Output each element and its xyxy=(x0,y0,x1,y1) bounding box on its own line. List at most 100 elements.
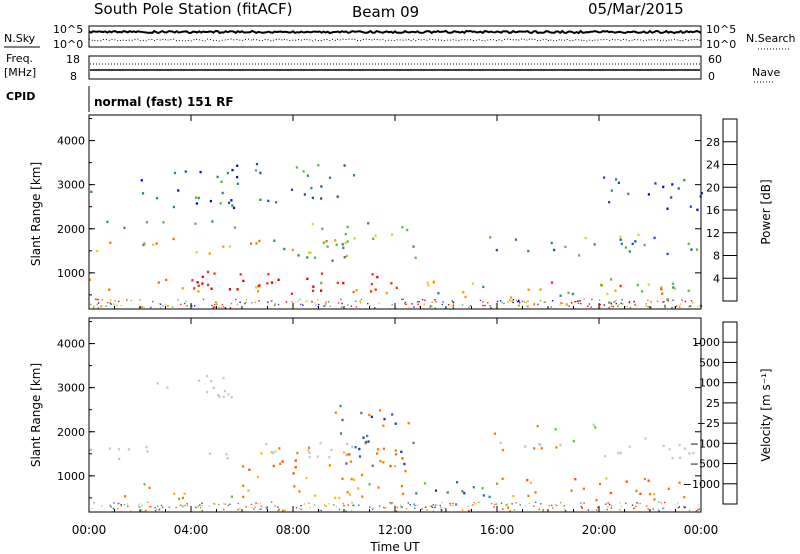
heatmap-cell xyxy=(343,451,346,454)
heatmap-cell xyxy=(257,290,260,293)
heatmap-cell xyxy=(551,504,553,507)
heatmap-cell xyxy=(697,305,699,307)
heatmap-cell xyxy=(537,303,539,306)
heatmap-cell xyxy=(193,287,196,290)
heatmap-cell xyxy=(495,306,498,308)
heatmap-cell xyxy=(321,227,324,230)
heatmap-cell xyxy=(494,503,496,506)
xtick-label: 20:00 xyxy=(582,523,617,537)
ytick-label: 3000 xyxy=(57,382,85,395)
heatmap-cell xyxy=(656,300,659,303)
heatmap-cell xyxy=(261,506,264,508)
heatmap-cell xyxy=(258,508,260,511)
heatmap-cell xyxy=(633,507,635,510)
heatmap-cell xyxy=(155,242,158,245)
heatmap-cell xyxy=(628,301,630,304)
heatmap-cell xyxy=(440,506,442,509)
heatmap-cell xyxy=(533,505,535,507)
heatmap-cell xyxy=(118,502,121,504)
heatmap-cell xyxy=(290,188,294,191)
heatmap-cell xyxy=(484,304,486,307)
heatmap-cell xyxy=(489,305,491,307)
heatmap-cell xyxy=(202,298,205,301)
heatmap-cell xyxy=(605,503,607,505)
heatmap-cell xyxy=(320,272,324,275)
heatmap-cell xyxy=(698,508,701,510)
heatmap-cell xyxy=(570,489,573,492)
heatmap-cell xyxy=(140,306,142,308)
heatmap-cell xyxy=(396,506,398,509)
heatmap-cell xyxy=(631,242,634,246)
heatmap-cell xyxy=(437,292,440,295)
heatmap-cell xyxy=(552,507,554,509)
heatmap-cell xyxy=(535,501,537,503)
heatmap-cell xyxy=(471,504,473,507)
heatmap-cell xyxy=(175,506,177,509)
ytick-label: 2000 xyxy=(57,426,85,439)
heatmap-cell xyxy=(294,459,297,462)
heatmap-cell xyxy=(559,294,562,297)
heatmap-cell xyxy=(468,510,470,512)
heatmap-cell xyxy=(350,305,352,307)
heatmap-cell xyxy=(348,493,351,496)
heatmap-cell xyxy=(434,506,436,509)
heatmap-cell xyxy=(495,248,498,252)
heatmap-cell xyxy=(467,505,469,507)
power-colorbar-label: Power [dB] xyxy=(759,179,773,244)
heatmap-cell xyxy=(599,306,601,308)
heatmap-cell xyxy=(418,301,420,303)
heatmap-cell xyxy=(619,509,621,511)
heatmap-cell xyxy=(615,178,618,181)
heatmap-cell xyxy=(324,504,326,506)
heatmap-cell xyxy=(610,507,613,509)
heatmap-cell xyxy=(478,501,480,504)
heatmap-cell xyxy=(96,249,99,253)
heatmap-cell xyxy=(367,222,370,225)
heatmap-cell xyxy=(612,305,614,308)
heatmap-cell xyxy=(663,301,665,303)
heatmap-cell xyxy=(284,509,286,512)
freq-panel: Freq. [MHz] 18 8 60 0 Nave xyxy=(4,52,780,83)
heatmap-cell xyxy=(679,306,681,308)
heatmap-cell xyxy=(645,305,647,307)
heatmap-cell xyxy=(177,299,179,301)
heatmap-cell xyxy=(242,484,245,487)
heatmap-cell xyxy=(446,491,449,494)
heatmap-cell xyxy=(678,506,681,508)
heatmap-cell xyxy=(505,504,507,506)
heatmap-cell xyxy=(628,300,631,303)
heatmap-cell xyxy=(647,299,649,302)
velocity-heatmap xyxy=(89,374,701,512)
heatmap-cell xyxy=(196,507,198,509)
heatmap-cell xyxy=(452,302,455,304)
heatmap-cell xyxy=(581,507,583,509)
heatmap-cell xyxy=(116,304,118,307)
heatmap-cell xyxy=(328,503,330,505)
heatmap-cell xyxy=(624,246,627,249)
colorbar-tick-label: 100 xyxy=(699,377,720,390)
xtick-label: 16:00 xyxy=(480,523,515,537)
heatmap-cell xyxy=(506,505,508,508)
heatmap-cell xyxy=(647,283,650,286)
colorbar-tick-label: 4 xyxy=(713,272,720,285)
heatmap-cell xyxy=(97,298,99,301)
heatmap-cell xyxy=(186,305,188,307)
heatmap-cell xyxy=(101,305,103,307)
heatmap-cell xyxy=(617,305,619,307)
heatmap-cell xyxy=(389,501,391,504)
heatmap-cell xyxy=(118,300,120,303)
heatmap-cell xyxy=(608,306,610,309)
velocity-ylabel: Slant Range [km] xyxy=(29,363,43,467)
colorbar-tick-label: 500 xyxy=(699,356,720,369)
heatmap-cell xyxy=(590,306,592,308)
heatmap-cell xyxy=(236,182,239,185)
heatmap-cell xyxy=(672,299,674,301)
heatmap-cell xyxy=(205,374,209,378)
heatmap-cell xyxy=(295,166,298,169)
heatmap-cell xyxy=(423,303,425,306)
heatmap-cell xyxy=(452,502,454,505)
heatmap-cell xyxy=(393,465,396,468)
heatmap-cell xyxy=(455,504,457,506)
heatmap-cell xyxy=(468,306,470,308)
heatmap-cell xyxy=(345,510,347,512)
